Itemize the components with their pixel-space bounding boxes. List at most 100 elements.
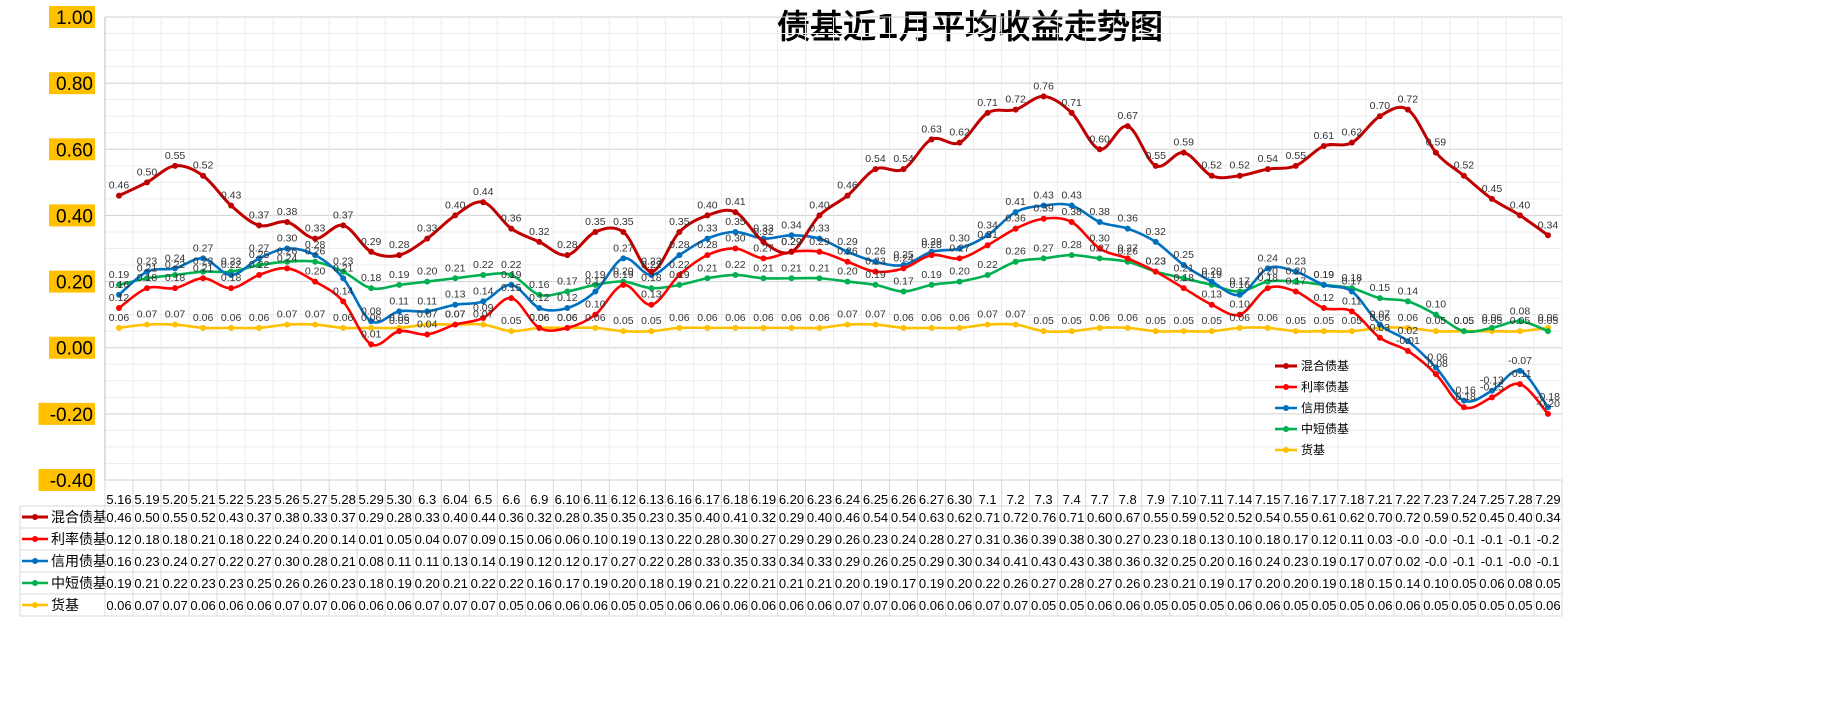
series-2-point [956,245,963,252]
series-3-point [172,271,179,278]
table-cell: 0.26 [835,532,860,547]
table-cell: 0.32 [1143,554,1168,569]
series-4-point [480,321,487,328]
table-cell: 0.06 [1087,598,1112,613]
data-label: 0.05 [1538,315,1559,327]
table-cell: 0.20 [835,576,860,591]
data-label: 0.17 [557,275,578,287]
data-label: 0.23 [641,256,662,268]
series-3-point [1040,255,1047,262]
data-label: 0.06 [361,312,382,324]
data-label: 0.07 [417,309,438,321]
data-label: 0.07 [977,309,998,321]
series-3-line [118,253,1549,334]
data-label: 0.07 [277,309,298,321]
series-3-point [844,278,851,285]
table-cell: 0.18 [1171,532,1196,547]
data-label: 0.20 [613,266,634,278]
table-cell: 0.05 [499,598,524,613]
table-cell: 0.52 [1451,510,1476,525]
series-3-point [1488,324,1495,331]
data-label: 0.43 [221,190,242,202]
table-cell: 0.28 [667,554,692,569]
table-cell: 0.05 [1451,598,1476,613]
series-0-point [1488,195,1495,202]
series-3-point [732,271,739,278]
table-cell: 0.30 [1087,532,1112,547]
series-0-point [172,162,179,169]
table-cell: 0.28 [695,532,720,547]
series-3-point [928,281,935,288]
legend-entry: 混合债基 [1301,358,1349,373]
table-cell: 0.20 [1255,576,1280,591]
series-1-point [480,314,487,321]
series-0-point [872,166,879,173]
table-cell: 0.16 [106,554,131,569]
table-cell: 0.35 [611,510,636,525]
data-label: 0.34 [781,219,802,231]
series-1-point [144,285,151,292]
data-label: 0.06 [1089,312,1110,324]
table-cell: 0.36 [1003,532,1028,547]
data-label: 0.07 [445,309,466,321]
table-cell: 0.17 [555,576,580,591]
x-tick-label: 6.10 [555,492,580,507]
table-cell: 0.27 [1087,576,1112,591]
ytick-label: -0.40 [50,471,93,492]
data-label: 0.05 [1314,315,1335,327]
data-label: 0.19 [109,269,130,281]
series-0-point [1180,149,1187,156]
data-label: 0.13 [445,289,466,301]
series-3-point [340,268,347,275]
table-cell: 0.19 [1199,576,1224,591]
series-0-point [452,212,459,219]
table-cell: 0.05 [1535,576,1560,591]
series-1-point [900,265,907,272]
table-cell: 0.28 [302,554,327,569]
table-cell: 0.23 [1283,554,1308,569]
table-cell: 0.21 [1171,576,1196,591]
table-cell: -0.1 [1481,532,1503,547]
data-label: 0.50 [137,166,158,178]
x-tick-label: 7.17 [1311,492,1336,507]
series-4-point [1320,328,1327,335]
table-cell: 0.39 [1031,532,1056,547]
data-label: 0.05 [1510,315,1531,327]
data-label: 0.24 [277,252,298,264]
data-label: 0.11 [389,295,409,307]
data-label: 0.40 [697,199,718,211]
data-label: 0.05 [1454,315,1475,327]
data-label: 0.17 [1286,275,1307,287]
data-label: 0.55 [165,150,186,162]
table-row-name: 信用债基 [51,553,107,570]
series-4-point [340,324,347,331]
table-cell: 0.13 [1199,532,1224,547]
series-0-point [592,228,599,235]
table-cell: 0.10 [583,532,608,547]
data-label: 0.21 [697,262,718,274]
data-label: 0.20 [949,266,970,278]
table-cell: 0.20 [947,576,972,591]
data-label: 0.30 [1089,233,1110,245]
table-cell: 0.05 [1339,598,1364,613]
table-cell: 0.18 [1339,576,1364,591]
series-4-point [144,321,151,328]
table-cell: 0.14 [471,554,496,569]
table-cell: 0.61 [1311,510,1336,525]
data-label: 0.06 [389,312,410,324]
series-1-point [452,321,459,328]
series-3-point [1516,318,1523,325]
data-label: 0.16 [529,279,550,291]
data-label: 0.35 [725,216,746,228]
table-cell: 0.06 [583,598,608,613]
x-tick-label: 6.20 [779,492,804,507]
table-cell: 0.11 [387,554,411,569]
ytick-label: 0.00 [56,339,93,360]
data-label: 0.06 [1117,312,1138,324]
table-cell: 0.06 [527,532,552,547]
data-label: 0.40 [445,199,466,211]
series-3-point [144,275,151,282]
table-cell: 0.07 [835,598,860,613]
table-cell: 0.10 [1227,532,1252,547]
